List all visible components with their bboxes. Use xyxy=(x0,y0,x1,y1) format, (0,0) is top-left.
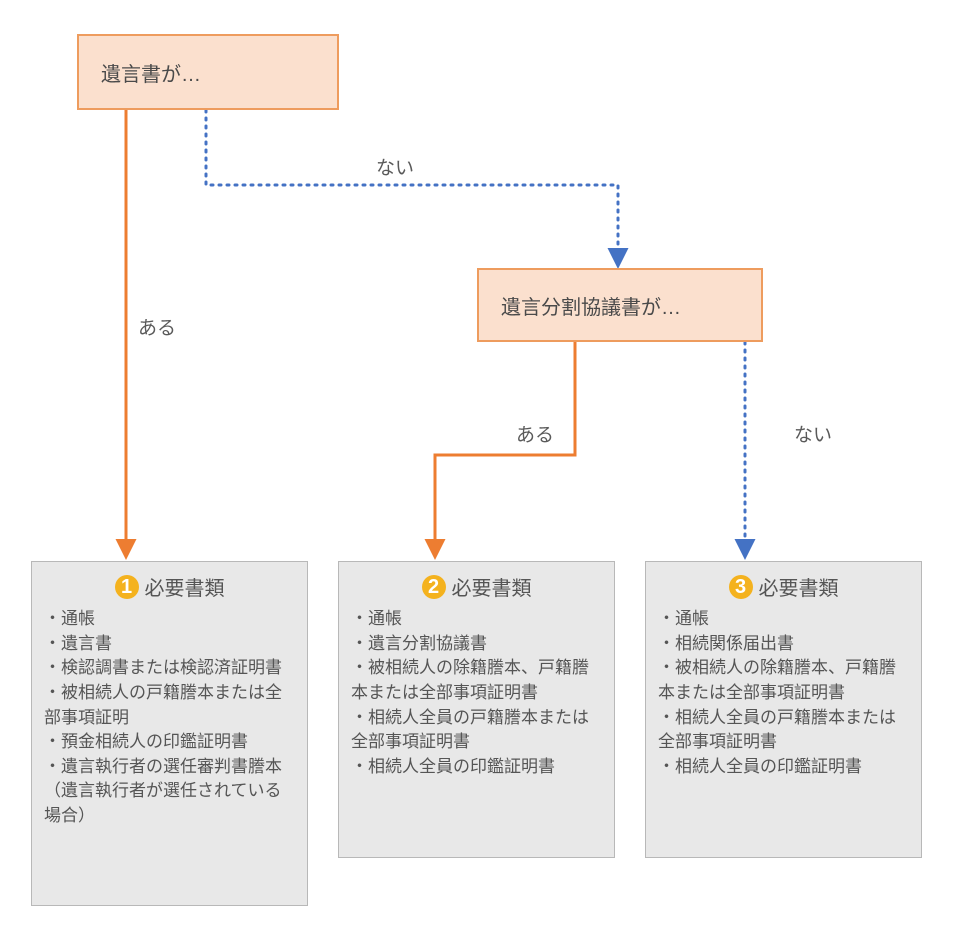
result-3-header: 3 必要書類 xyxy=(658,572,909,601)
result-1-badge: 1 xyxy=(115,575,139,599)
result-2-badge: 2 xyxy=(422,575,446,599)
list-item: ・通帳 xyxy=(351,607,602,632)
result-1-header: 1 必要書類 xyxy=(44,572,295,601)
edge-label-nai-1: ない xyxy=(376,153,414,180)
list-item: ・遺言分割協議書 xyxy=(351,632,602,657)
list-item: ・被相続人の戸籍謄本または全部事項証明 xyxy=(44,681,295,730)
list-item: ・相続人全員の印鑑証明書 xyxy=(351,755,602,780)
list-item: ・相続人全員の戸籍謄本または全部事項証明書 xyxy=(351,706,602,755)
list-item: ・遺言書 xyxy=(44,632,295,657)
decision-will: 遺言書が… xyxy=(77,34,339,110)
result-3-badge: 3 xyxy=(729,575,753,599)
result-box-1: 1 必要書類 ・通帳・遺言書・検認調書または検認済証明書・被相続人の戸籍謄本または… xyxy=(31,561,308,906)
list-item: ・被相続人の除籍謄本、戸籍謄本または全部事項証明書 xyxy=(351,656,602,705)
result-2-title: 必要書類 xyxy=(452,578,532,600)
result-3-title: 必要書類 xyxy=(759,578,839,600)
result-2-items: ・通帳・遺言分割協議書・被相続人の除籍謄本、戸籍謄本または全部事項証明書・相続人… xyxy=(351,607,602,779)
list-item: ・検認調書または検認済証明書 xyxy=(44,656,295,681)
list-item: ・遺言執行者の選任審判書謄本（遺言執行者が選任されている場合） xyxy=(44,755,295,829)
list-item: ・通帳 xyxy=(658,607,909,632)
edge-label-nai-2: ない xyxy=(794,420,832,447)
result-1-items: ・通帳・遺言書・検認調書または検認済証明書・被相続人の戸籍謄本または全部事項証明… xyxy=(44,607,295,829)
result-box-2: 2 必要書類 ・通帳・遺言分割協議書・被相続人の除籍謄本、戸籍謄本または全部事項証… xyxy=(338,561,615,858)
decision-will-label: 遺言書が… xyxy=(101,58,201,87)
result-box-3: 3 必要書類 ・通帳・相続関係届出書・被相続人の除籍謄本、戸籍謄本または全部事項証… xyxy=(645,561,922,858)
decision-agreement-label: 遺言分割協議書が… xyxy=(501,291,681,320)
list-item: ・相続関係届出書 xyxy=(658,632,909,657)
flowchart-canvas: 遺言書が… 遺言分割協議書が… ある ない ある ない 1必要書類 ・通帳・遺言… xyxy=(0,0,980,937)
list-item: ・相続人全員の戸籍謄本または全部事項証明書 xyxy=(658,706,909,755)
result-3-items: ・通帳・相続関係届出書・被相続人の除籍謄本、戸籍謄本または全部事項証明書・相続人… xyxy=(658,607,909,779)
list-item: ・相続人全員の印鑑証明書 xyxy=(658,755,909,780)
decision-agreement: 遺言分割協議書が… xyxy=(477,268,763,342)
list-item: ・通帳 xyxy=(44,607,295,632)
list-item: ・被相続人の除籍謄本、戸籍謄本または全部事項証明書 xyxy=(658,656,909,705)
list-item: ・預金相続人の印鑑証明書 xyxy=(44,730,295,755)
result-1-title: 必要書類 xyxy=(145,578,225,600)
edge-label-aru-2: ある xyxy=(516,420,554,447)
result-2-header: 2 必要書類 xyxy=(351,572,602,601)
edge-label-aru-1: ある xyxy=(138,313,176,340)
